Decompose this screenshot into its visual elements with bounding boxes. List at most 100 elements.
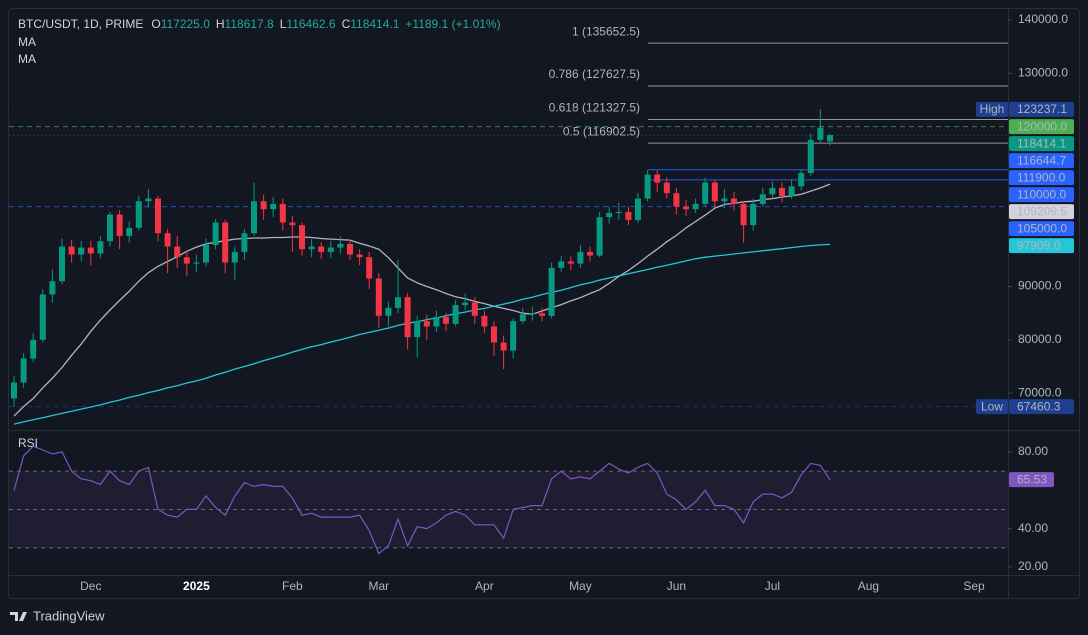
candle-body: [769, 187, 776, 195]
candle-body: [270, 203, 277, 210]
candle-body: [683, 206, 689, 210]
legend-value: 116462.6: [286, 17, 335, 31]
candle-body: [308, 246, 315, 250]
x-tick-label: Sep: [963, 579, 985, 593]
y-tick-label: 80000.0: [1018, 332, 1062, 346]
candle-body: [491, 326, 497, 343]
candle-body: [500, 342, 507, 351]
fib-label: 0.5 (116902.5): [563, 124, 640, 138]
legend-key: O: [151, 17, 160, 31]
candle-body: [279, 203, 286, 223]
candle-body: [510, 321, 517, 351]
legend-value: 118617.8: [225, 17, 274, 31]
candle-body: [222, 222, 229, 263]
price-badge: [1009, 170, 1074, 186]
candle-body: [827, 135, 833, 142]
x-tick-label: Dec: [80, 579, 101, 593]
candle-body: [673, 193, 680, 207]
badge-tag-label: Low: [981, 399, 1003, 413]
brand-name[interactable]: TradingView: [33, 608, 105, 623]
candle-body: [241, 233, 248, 252]
ma-line: [13, 183, 831, 417]
x-tick-label: May: [569, 579, 592, 593]
legend-key: H: [216, 17, 225, 31]
legend-header: BTC/USDT, 1D, PRIME O117225.0 H118617.8 L11…: [18, 17, 501, 31]
candle-body: [327, 247, 334, 252]
indicator-label[interactable]: MA: [18, 52, 36, 66]
price-badge-label: 67460.3: [1017, 399, 1061, 413]
candle-body: [11, 382, 17, 399]
indicator-label[interactable]: MA: [18, 35, 36, 49]
candle-body: [155, 198, 161, 234]
price-badge: [1009, 238, 1074, 254]
candle-body: [519, 314, 526, 322]
candle-body: [529, 313, 536, 315]
candle-body: [750, 203, 757, 226]
rsi-title[interactable]: RSI: [18, 436, 38, 450]
ma-line: [13, 243, 831, 425]
candle-body: [116, 214, 123, 236]
candle-body: [644, 174, 651, 199]
candle-body: [49, 281, 56, 295]
candle-body: [299, 225, 305, 250]
candle-body: [539, 313, 545, 316]
candle-body: [164, 233, 171, 247]
candle-body: [20, 358, 27, 383]
x-tick-label: Apr: [475, 579, 494, 593]
candle-body: [126, 227, 133, 236]
price-badge-label: 123237.1: [1017, 102, 1067, 116]
candle-body: [548, 267, 555, 316]
candle-body: [433, 316, 440, 327]
y-tick-label: 140000.0: [1018, 12, 1068, 26]
candle-body: [721, 198, 728, 202]
y-tick-label: 130000.0: [1018, 65, 1068, 79]
candle-body: [615, 211, 622, 213]
candle-body: [481, 315, 488, 327]
price-badge-label: 120000.0: [1017, 119, 1067, 133]
candle-body: [625, 211, 632, 220]
candle-body: [807, 139, 814, 173]
x-tick-label: Jul: [765, 579, 780, 593]
candle-body: [337, 243, 344, 248]
candle-body: [471, 302, 478, 316]
candle-body: [692, 203, 699, 210]
y-tick-label: 90000.0: [1018, 279, 1062, 293]
candle-body: [97, 241, 104, 254]
candle-body: [39, 294, 46, 340]
candle-body: [375, 278, 382, 316]
rsi-badge-label: 65.53: [1017, 472, 1047, 486]
candle-body: [817, 127, 824, 140]
candle-body: [404, 297, 411, 338]
price-badge: [1009, 101, 1074, 117]
candle-body: [798, 172, 805, 187]
price-badge-label: 110000.0: [1017, 187, 1066, 201]
legend-key: L: [280, 17, 287, 31]
candle-body: [596, 217, 603, 256]
candle-body: [759, 194, 766, 204]
candle-body: [347, 243, 353, 255]
candle-body: [78, 247, 85, 255]
price-badge-label: 105000.0: [1017, 221, 1067, 235]
candle-body: [145, 198, 152, 202]
candle-body: [395, 297, 401, 308]
candle-body: [577, 251, 584, 264]
rsi-badge: [1009, 472, 1054, 488]
badge-tag: [976, 101, 1008, 117]
candle-body: [740, 203, 747, 226]
price-badge-label: 116644.7: [1017, 153, 1066, 167]
candle-body: [68, 246, 75, 255]
price-badge: [1009, 221, 1074, 237]
candle-body: [654, 174, 661, 183]
brand-logo: TradingView: [10, 608, 105, 623]
candle-body: [251, 201, 257, 234]
x-tick-label: Aug: [858, 579, 879, 593]
badge-tag: [976, 399, 1008, 415]
price-badge: [1009, 153, 1074, 169]
candle-body: [567, 261, 574, 264]
price-badge-label: 118414.1: [1017, 136, 1066, 150]
fib-label: 1 (135652.5): [572, 24, 640, 38]
badge-tag-label: High: [980, 102, 1005, 116]
legend-change: +1189.1 (+1.01%): [405, 17, 500, 31]
